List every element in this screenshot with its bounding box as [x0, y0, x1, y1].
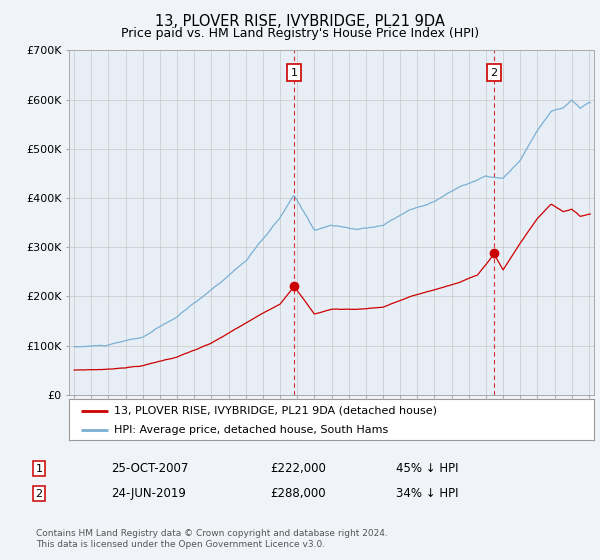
Text: 34% ↓ HPI: 34% ↓ HPI [396, 487, 458, 501]
Text: 25-OCT-2007: 25-OCT-2007 [111, 462, 188, 475]
Text: 45% ↓ HPI: 45% ↓ HPI [396, 462, 458, 475]
Text: 2: 2 [35, 489, 43, 499]
Text: £288,000: £288,000 [270, 487, 326, 501]
Text: 13, PLOVER RISE, IVYBRIDGE, PL21 9DA (detached house): 13, PLOVER RISE, IVYBRIDGE, PL21 9DA (de… [113, 405, 437, 416]
Text: Contains HM Land Registry data © Crown copyright and database right 2024.
This d: Contains HM Land Registry data © Crown c… [36, 529, 388, 549]
Text: 13, PLOVER RISE, IVYBRIDGE, PL21 9DA: 13, PLOVER RISE, IVYBRIDGE, PL21 9DA [155, 14, 445, 29]
Text: 2: 2 [491, 68, 498, 77]
Text: Price paid vs. HM Land Registry's House Price Index (HPI): Price paid vs. HM Land Registry's House … [121, 27, 479, 40]
Text: 24-JUN-2019: 24-JUN-2019 [111, 487, 186, 501]
Text: 1: 1 [35, 464, 43, 474]
Text: HPI: Average price, detached house, South Hams: HPI: Average price, detached house, Sout… [113, 424, 388, 435]
Text: 1: 1 [290, 68, 298, 77]
Text: £222,000: £222,000 [270, 462, 326, 475]
